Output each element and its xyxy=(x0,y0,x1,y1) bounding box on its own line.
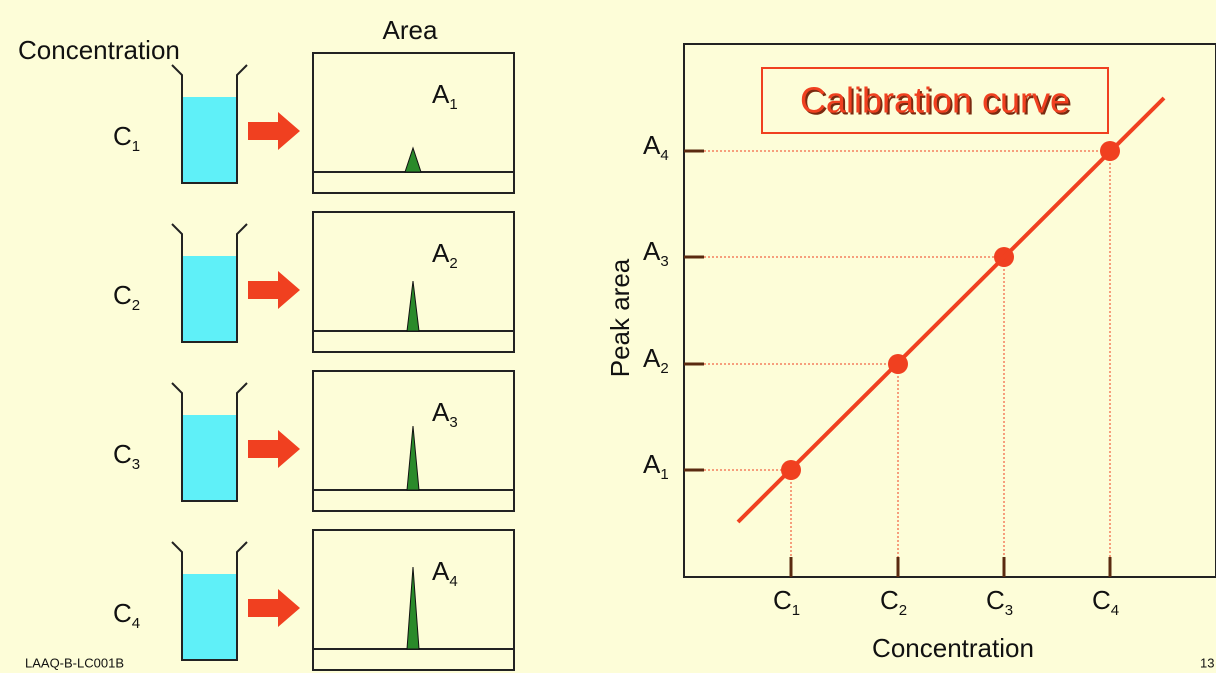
y-axis-tick-label: A2 xyxy=(643,343,669,377)
area-header: Area xyxy=(383,15,438,45)
arrow xyxy=(248,589,300,627)
area-label-sub: 3 xyxy=(449,414,457,431)
peak xyxy=(404,146,422,173)
y-axis-tick-label: A4 xyxy=(643,130,669,164)
area-label: A4 xyxy=(432,556,458,590)
beaker xyxy=(171,382,248,502)
liquid xyxy=(182,97,237,183)
y-axis-label: Peak area xyxy=(605,258,635,377)
plot-title: Calibration curve xyxy=(800,80,1070,121)
peak xyxy=(406,566,420,650)
area-label: A2 xyxy=(432,238,458,272)
liquid xyxy=(182,256,237,342)
arrow xyxy=(248,271,300,309)
concentration-label: C3 xyxy=(113,439,140,473)
x-axis-tick-label-sub: 4 xyxy=(1111,602,1119,619)
y-axis-tick-label: A3 xyxy=(643,236,669,270)
concentration-label-sub: 4 xyxy=(132,615,140,632)
x-axis-tick-label: C4 xyxy=(1092,585,1119,619)
y-axis-tick-label-base: A xyxy=(643,236,661,266)
concentration-label-sub: 2 xyxy=(132,297,140,314)
arrow xyxy=(248,112,300,150)
peak xyxy=(406,425,420,491)
x-axis-label: Concentration xyxy=(872,633,1034,663)
y-axis-tick-label-base: A xyxy=(643,130,661,160)
title-shadow: Calibration curve xyxy=(802,82,1072,123)
calibration-line xyxy=(736,96,1166,524)
x-axis-tick-label-base: C xyxy=(773,585,792,615)
concentration-label-base: C xyxy=(113,121,132,151)
title-box xyxy=(761,67,1109,134)
liquid xyxy=(182,415,237,501)
x-axis-tick-label: C1 xyxy=(773,585,800,619)
concentration-label: C2 xyxy=(113,280,140,314)
x-axis-tick-label: C2 xyxy=(880,585,907,619)
concentration-label-base: C xyxy=(113,439,132,469)
left-header: Concentration xyxy=(18,35,180,65)
x-axis-tick-label-sub: 1 xyxy=(792,602,800,619)
y-axis-tick-label-sub: 2 xyxy=(660,360,668,377)
y-axis-tick-label: A1 xyxy=(643,449,669,483)
x-axis-tick-label-base: C xyxy=(880,585,899,615)
concentration-label: C1 xyxy=(113,121,140,155)
peak xyxy=(406,280,420,332)
concentration-label-base: C xyxy=(113,280,132,310)
area-label: A3 xyxy=(432,397,458,431)
x-axis-tick-label: C3 xyxy=(986,585,1013,619)
area-label: A1 xyxy=(432,79,458,113)
page-number: 13 xyxy=(1200,655,1214,670)
liquid xyxy=(182,574,237,660)
x-axis-tick-label-base: C xyxy=(1092,585,1111,615)
y-axis-tick-label-base: A xyxy=(643,449,661,479)
area-label-sub: 2 xyxy=(449,255,457,272)
beaker xyxy=(171,223,248,343)
y-axis-tick-label-base: A xyxy=(643,343,661,373)
concentration-label: C4 xyxy=(113,598,140,632)
area-label-sub: 4 xyxy=(449,573,457,590)
concentration-label-sub: 3 xyxy=(132,456,140,473)
area-label-sub: 1 xyxy=(449,96,457,113)
arrow xyxy=(248,430,300,468)
area-label-base: A xyxy=(432,556,450,586)
area-label-base: A xyxy=(432,238,450,268)
x-axis-tick-label-sub: 3 xyxy=(1005,602,1013,619)
x-axis-tick-label-base: C xyxy=(986,585,1005,615)
x-axis-tick-label-sub: 2 xyxy=(899,602,907,619)
y-axis-tick-label-sub: 1 xyxy=(660,466,668,483)
beaker xyxy=(171,64,248,184)
slide-code: LAAQ-B-LC001B xyxy=(25,655,124,670)
beaker xyxy=(171,541,248,661)
y-axis-tick-label-sub: 3 xyxy=(660,253,668,270)
concentration-label-sub: 1 xyxy=(132,138,140,155)
area-label-base: A xyxy=(432,397,450,427)
y-axis-tick-label-sub: 4 xyxy=(660,147,668,164)
area-label-base: A xyxy=(432,79,450,109)
concentration-label-base: C xyxy=(113,598,132,628)
